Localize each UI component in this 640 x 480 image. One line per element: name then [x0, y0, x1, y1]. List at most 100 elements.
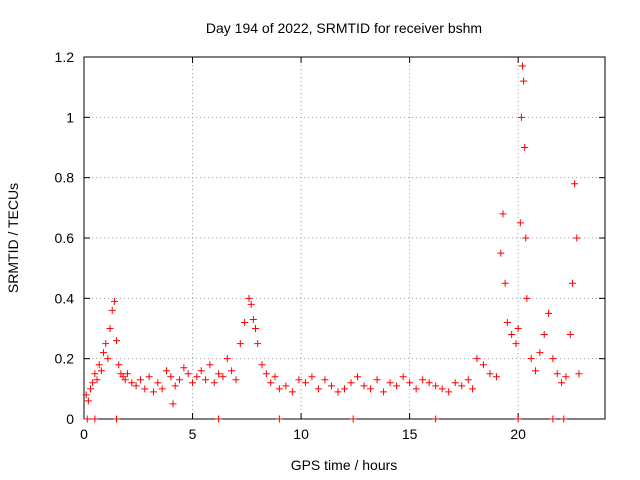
data-point	[469, 385, 477, 393]
data-point	[519, 62, 527, 70]
data-point	[210, 379, 218, 387]
data-point	[241, 318, 249, 326]
data-point	[113, 337, 121, 345]
data-point	[275, 385, 283, 393]
data-point	[236, 340, 244, 348]
data-point	[282, 382, 290, 390]
data-point	[499, 210, 507, 218]
y-tick-label: 0.2	[55, 351, 75, 367]
data-point	[83, 415, 91, 423]
data-point	[367, 385, 375, 393]
data-point	[136, 376, 144, 384]
x-tick-label: 5	[189, 426, 197, 442]
data-point	[341, 385, 348, 393]
data-point	[108, 306, 116, 314]
data-point	[412, 385, 420, 393]
data-point	[347, 379, 355, 387]
data-point	[540, 331, 548, 339]
data-point	[275, 415, 283, 423]
data-point	[267, 379, 275, 387]
data-point	[104, 355, 112, 363]
data-point	[517, 113, 525, 121]
data-point	[571, 180, 579, 188]
data-point	[527, 355, 535, 363]
y-tick-label: 0.6	[55, 230, 75, 246]
data-point	[360, 382, 368, 390]
y-tick-label: 1.2	[55, 49, 75, 65]
data-point	[189, 379, 197, 387]
data-point	[458, 382, 466, 390]
data-point	[254, 340, 262, 348]
data-point	[573, 234, 581, 242]
data-point	[113, 415, 121, 423]
y-tick-label: 1	[66, 109, 74, 125]
data-point	[145, 373, 153, 381]
data-point	[406, 379, 414, 387]
data-point	[308, 373, 316, 381]
data-point	[479, 361, 487, 369]
data-point	[492, 373, 500, 381]
data-point	[558, 379, 566, 387]
data-point	[162, 367, 170, 375]
data-point	[549, 355, 557, 363]
chart-title: Day 194 of 2022, SRMTID for receiver bsh…	[206, 20, 482, 36]
data-point	[514, 415, 522, 423]
data-point	[258, 361, 266, 369]
data-point	[271, 373, 279, 381]
data-point	[520, 77, 528, 85]
data-point	[497, 249, 505, 257]
data-point	[314, 385, 322, 393]
data-point	[91, 415, 99, 423]
data-point	[251, 325, 259, 332]
data-point	[321, 376, 329, 384]
data-point	[115, 361, 123, 369]
x-axis-label: GPS time / hours	[291, 457, 398, 473]
y-tick-label: 0.8	[55, 170, 75, 186]
data-point	[197, 367, 205, 375]
data-point	[545, 309, 553, 317]
data-point	[512, 340, 520, 348]
data-point	[93, 376, 101, 384]
data-point	[97, 367, 105, 375]
data-point	[247, 300, 255, 308]
data-point	[180, 364, 188, 372]
data-point	[106, 325, 114, 332]
data-point	[508, 331, 516, 339]
data-point	[154, 379, 162, 387]
data-point	[228, 367, 236, 375]
data-point	[132, 382, 140, 390]
data-point	[184, 370, 192, 378]
data-point	[91, 370, 99, 378]
data-point	[432, 415, 440, 423]
data-point	[503, 318, 511, 326]
data-point	[568, 279, 576, 287]
data-point	[451, 379, 459, 387]
data-point	[223, 355, 231, 363]
data-point	[521, 144, 529, 151]
data-point	[514, 325, 522, 332]
data-point	[202, 376, 210, 384]
data-point	[176, 376, 184, 384]
data-point	[523, 294, 531, 302]
x-tick-label: 15	[402, 426, 418, 442]
data-point	[110, 297, 118, 305]
data-point	[386, 379, 394, 387]
data-point	[219, 373, 227, 381]
data-point	[354, 373, 362, 381]
data-point	[149, 388, 157, 396]
data-point	[486, 370, 494, 378]
x-tick-label: 20	[510, 426, 526, 442]
data-point	[100, 349, 108, 357]
data-point	[393, 382, 401, 390]
x-tick-label: 10	[293, 426, 309, 442]
data-point	[349, 415, 357, 423]
data-point	[516, 219, 524, 227]
data-point	[84, 397, 92, 405]
data-point	[553, 370, 561, 378]
data-point	[566, 331, 574, 339]
data-point	[89, 379, 97, 387]
data-point	[301, 379, 309, 387]
data-point	[327, 382, 335, 390]
y-tick-label: 0	[66, 411, 74, 427]
